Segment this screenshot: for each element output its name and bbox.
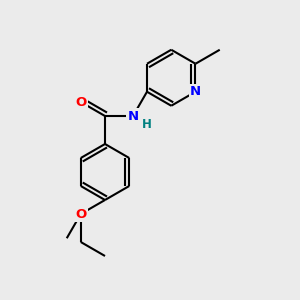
Text: H: H [142,118,152,130]
Text: N: N [128,110,139,122]
Text: O: O [75,95,86,109]
Text: N: N [190,85,201,98]
Text: O: O [75,208,86,220]
